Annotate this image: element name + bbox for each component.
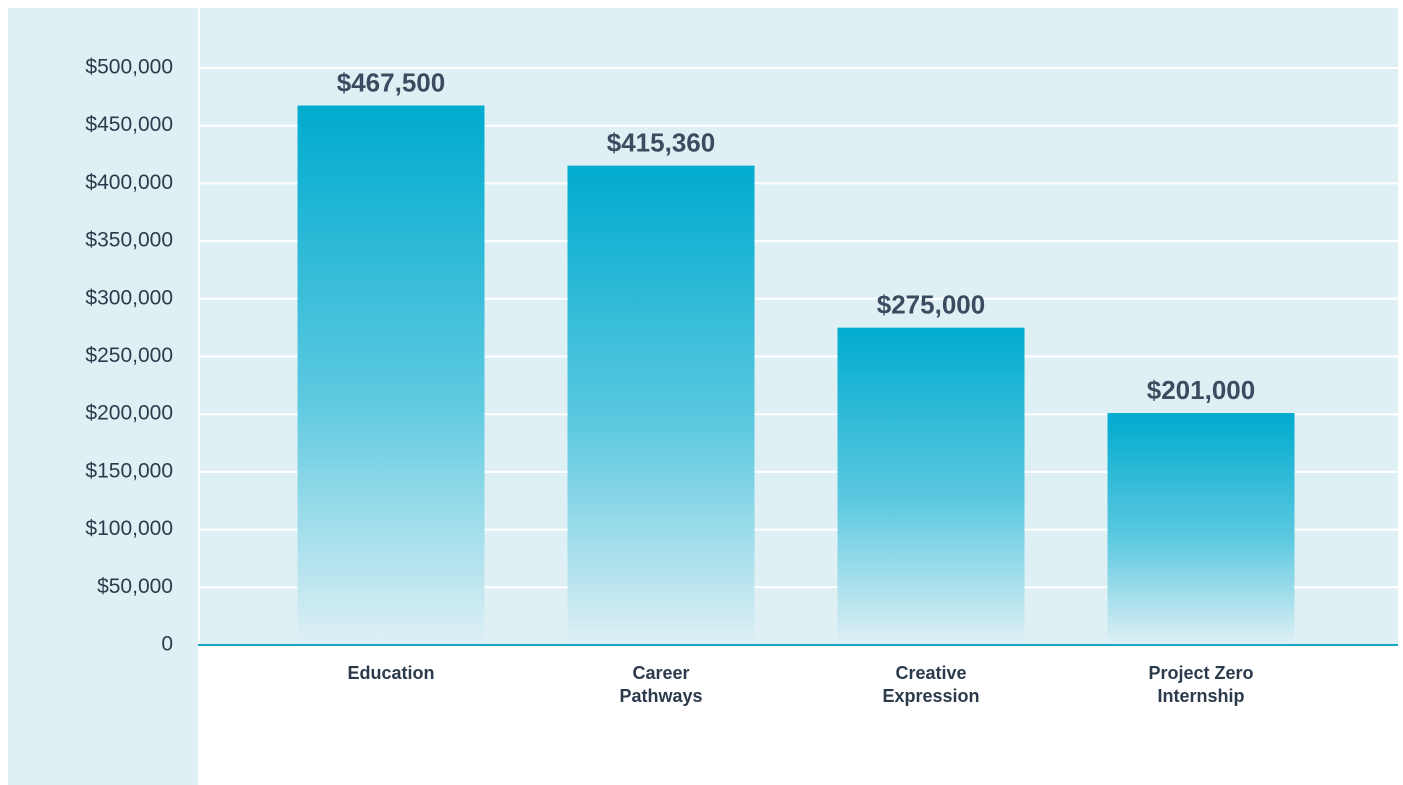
value-label: $415,360 (607, 128, 715, 158)
bar (567, 165, 755, 645)
y-tick-label: 0 (161, 633, 173, 656)
axis-panel (8, 8, 198, 785)
y-tick-label: $200,000 (85, 402, 173, 425)
y-tick-label: $150,000 (85, 459, 173, 482)
y-tick-label: $400,000 (85, 171, 173, 194)
y-tick-label: $350,000 (85, 229, 173, 252)
value-label: $201,000 (1147, 375, 1255, 405)
value-label: $275,000 (877, 290, 985, 320)
y-tick-label: $50,000 (97, 575, 173, 598)
value-label: $467,500 (337, 67, 445, 97)
bar (1107, 413, 1295, 645)
y-tick-label: $250,000 (85, 344, 173, 367)
y-tick-label: $300,000 (85, 286, 173, 309)
y-tick-label: $500,000 (85, 56, 173, 79)
y-tick-label: $100,000 (85, 517, 173, 540)
bar (297, 105, 485, 645)
y-tick-label: $450,000 (85, 113, 173, 136)
x-tick-label: Project Zero Internship (1148, 663, 1254, 706)
x-tick-label: Creative Expression (882, 663, 980, 706)
x-tick-label: Career Pathways (619, 663, 703, 706)
bar (837, 327, 1025, 645)
x-tick-label: Education (347, 663, 435, 683)
